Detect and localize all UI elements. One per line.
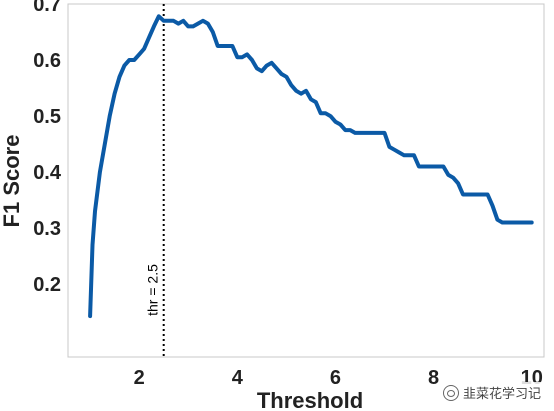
y-tick-label: 0.5 [33,106,61,128]
y-tick-label: 0.6 [33,50,61,72]
watermark-text: 韭菜花学习记 [462,387,541,402]
x-tick-label: 6 [330,367,341,389]
y-tick-label: 0.2 [33,274,61,296]
f1-score-series-line [88,14,534,319]
y-tick-label: 0.3 [33,218,61,240]
y-tick-label: 0.4 [33,162,62,184]
wechat-icon [442,384,459,401]
x-tick-label: 4 [232,367,244,389]
y-axis-title: F1 Score [0,135,24,228]
plot-frame [67,3,545,358]
y-tick-label: 0.7 [33,0,61,16]
watermark: 韭菜花学习记 [439,382,544,403]
x-axis-title: Threshold [257,388,363,411]
x-tick-label: 8 [428,367,439,389]
x-tick-label: 2 [134,367,145,389]
threshold-marker-label: thr = 2.5 [145,264,161,316]
